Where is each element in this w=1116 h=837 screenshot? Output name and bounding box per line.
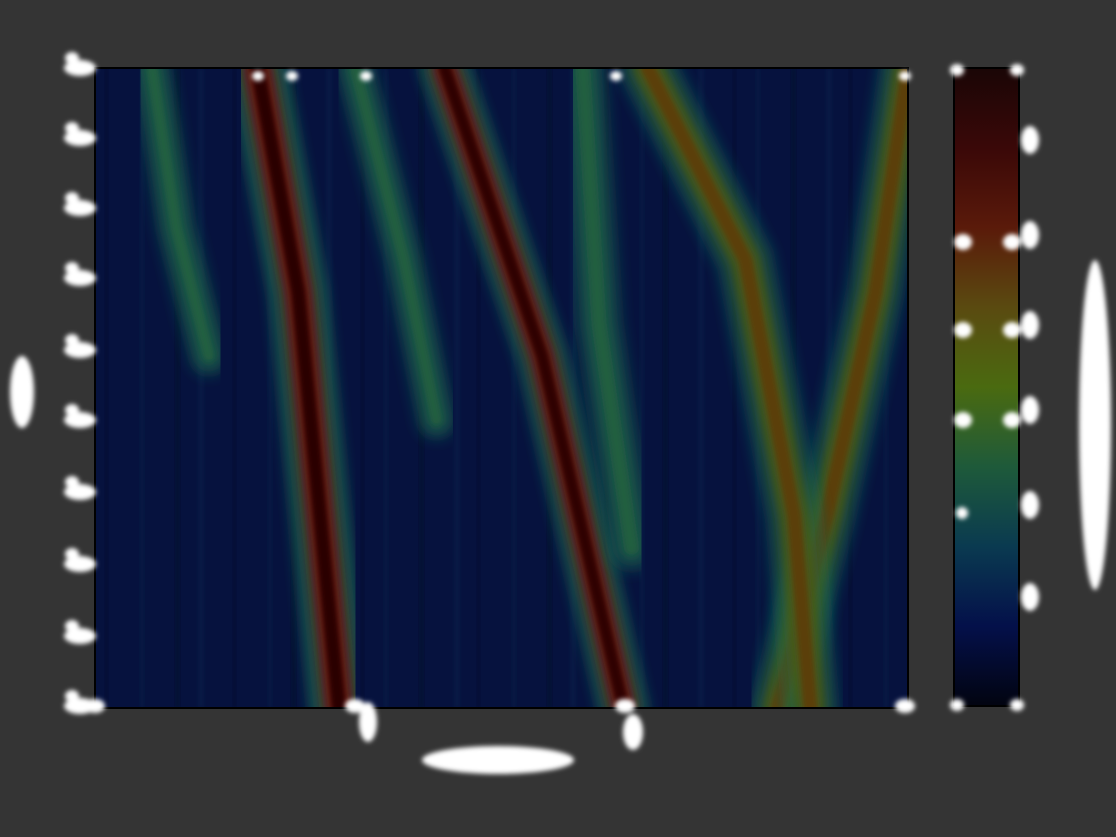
y-tick-artifact <box>65 404 79 416</box>
texture-streak <box>175 68 180 708</box>
colorbar <box>953 67 1020 707</box>
cbar-tick-artifact <box>1003 234 1021 250</box>
cbar-ticklabel-artifact <box>1021 396 1039 424</box>
x-tick-artifact <box>85 699 105 713</box>
ridge-line <box>576 68 638 554</box>
x-label-artifact <box>422 746 574 774</box>
y-tick-artifact <box>65 548 79 560</box>
top-tick-artifact <box>899 71 911 81</box>
cbar-corner-artifact <box>950 699 964 711</box>
ridge-line <box>350 68 442 425</box>
label-artifacts <box>10 52 1111 774</box>
ridge-line <box>640 68 818 708</box>
cbar-tick-artifact <box>954 322 972 338</box>
cbar-tick-artifact <box>956 507 968 519</box>
cbar-tick-artifact <box>1003 322 1021 338</box>
cbar-ticklabel-artifact <box>1021 583 1039 611</box>
texture-streak <box>640 68 644 708</box>
y-tick-artifact <box>65 52 79 64</box>
texture-streak <box>733 68 736 708</box>
cbar-ticklabel-artifact <box>1021 491 1039 519</box>
top-tick-artifact <box>360 71 372 81</box>
texture-streak <box>268 68 272 708</box>
x-tick-artifact <box>359 702 377 742</box>
y-label-artifact <box>10 356 34 428</box>
heatmap-ridges <box>105 68 908 708</box>
plot-frame <box>94 67 909 709</box>
top-tick-artifact <box>286 71 298 81</box>
cbar-label-artifact <box>1079 260 1111 590</box>
texture-streak <box>233 68 236 708</box>
cbar-ticklabel-artifact <box>1021 311 1039 339</box>
texture-streak <box>454 68 460 708</box>
texture-streak <box>698 68 704 708</box>
texture-streak <box>477 68 480 708</box>
y-tick-artifact <box>65 122 79 134</box>
top-tick-artifact <box>252 71 264 81</box>
colorbar-gradient-bar <box>953 67 1020 707</box>
y-tick-artifact <box>65 620 79 632</box>
x-tick-artifact <box>615 699 635 713</box>
cbar-tick-artifact <box>1003 412 1021 428</box>
x-tick-artifact <box>623 714 643 750</box>
texture-streak <box>884 68 888 708</box>
texture-streak <box>105 68 108 708</box>
y-tick-artifact <box>65 690 79 702</box>
y-tick-artifact <box>65 262 79 274</box>
cbar-corner-artifact <box>1010 64 1024 76</box>
y-tick-artifact <box>65 334 79 346</box>
heatmap-area <box>94 67 909 709</box>
texture-streak <box>361 68 364 708</box>
texture-streak <box>198 68 204 708</box>
cbar-corner-artifact <box>1010 699 1024 711</box>
ridge-line <box>250 68 346 708</box>
cbar-ticklabel-artifact <box>1021 126 1039 154</box>
cbar-corner-artifact <box>950 64 964 76</box>
cbar-tick-artifact <box>954 412 972 428</box>
texture-streak <box>512 68 516 708</box>
ridge-line <box>438 68 630 708</box>
y-tick-artifact <box>65 476 79 488</box>
x-tick-artifact <box>895 699 915 713</box>
texture-streak <box>140 68 144 708</box>
cbar-tick-artifact <box>954 234 972 250</box>
ridge-line <box>146 68 214 361</box>
texture-streak <box>384 68 388 708</box>
cbar-ticklabel-artifact <box>1021 221 1039 249</box>
top-tick-artifact <box>610 71 622 81</box>
x-tick-artifact <box>345 699 365 713</box>
texture-streak <box>663 68 668 708</box>
y-tick-artifact <box>65 192 79 204</box>
